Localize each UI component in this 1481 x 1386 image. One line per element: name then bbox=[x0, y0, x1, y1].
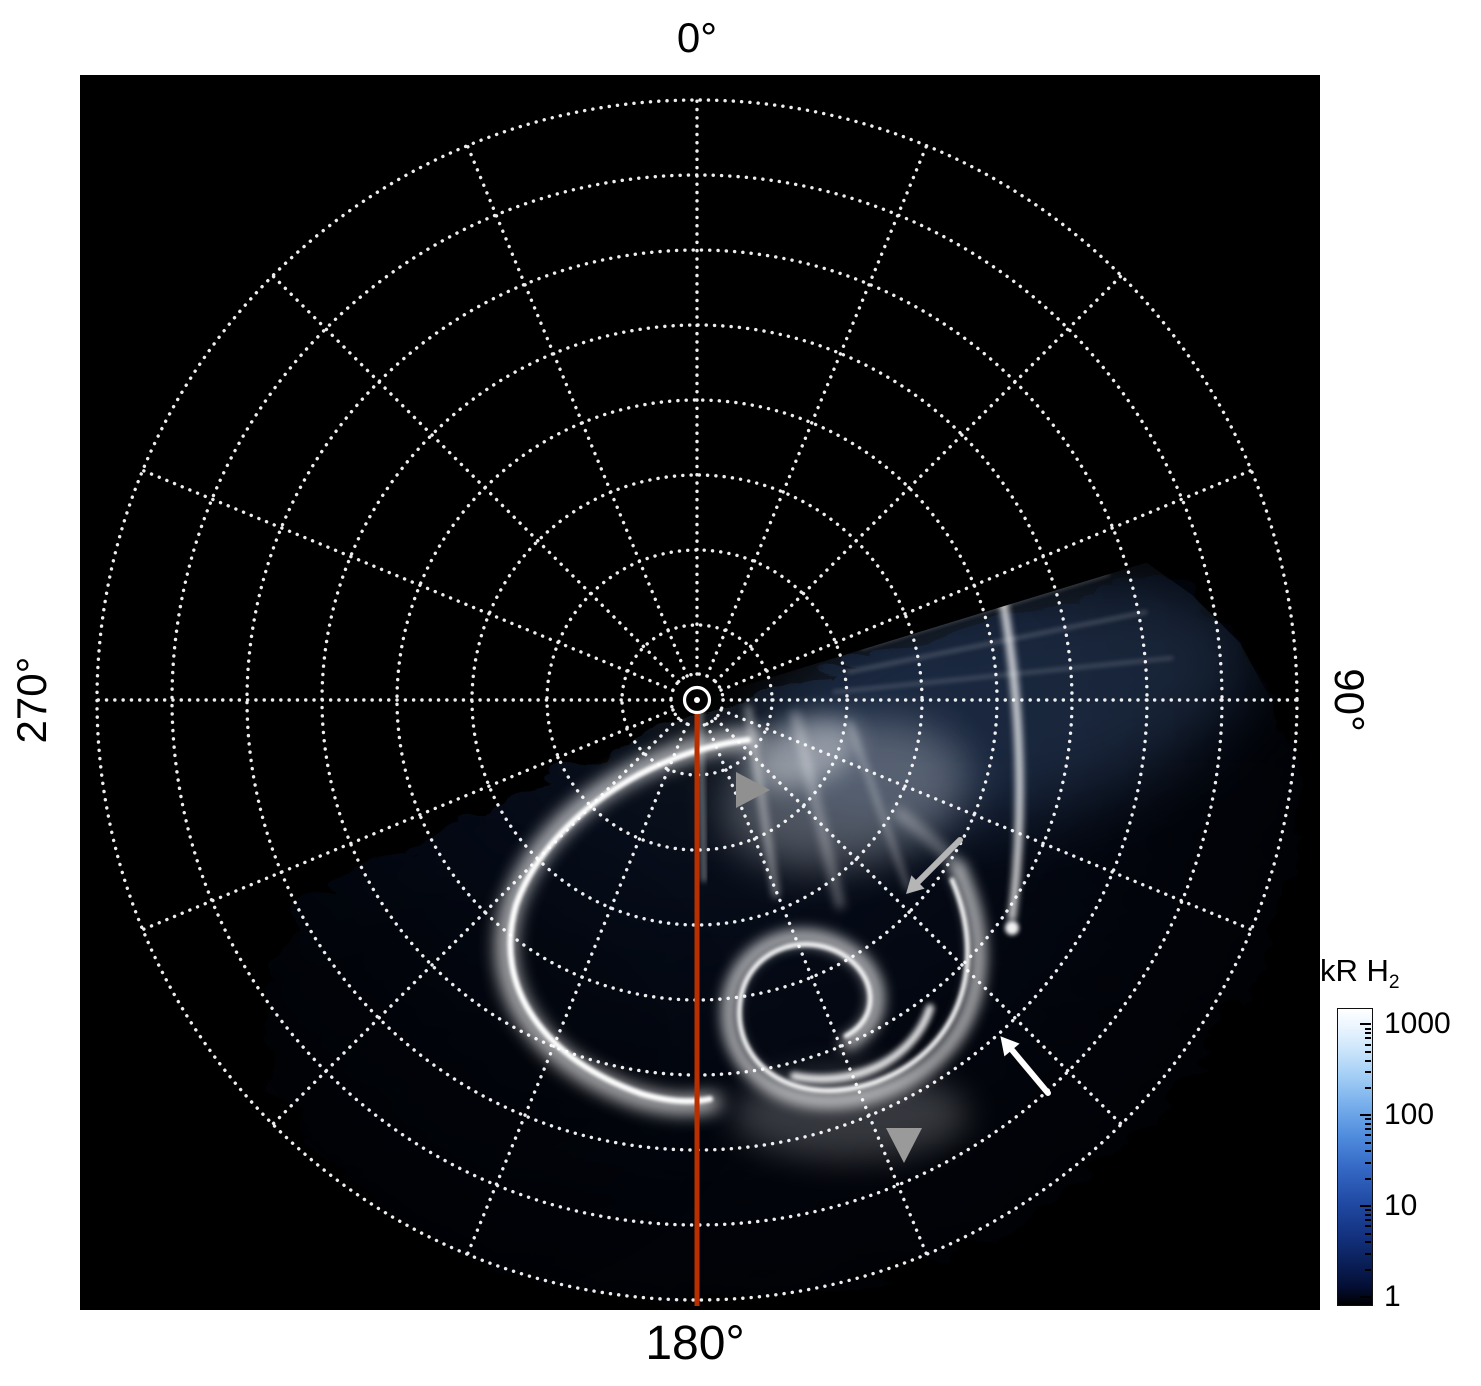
streak-4 bbox=[847, 721, 911, 891]
colorbar-minor-tick bbox=[1365, 1213, 1371, 1216]
angle-label-180: 180° bbox=[645, 1317, 745, 1370]
colorbar-tick-label: 1 bbox=[1384, 1280, 1401, 1314]
angle-label-270: 270° bbox=[8, 656, 55, 744]
colorbar-minor-tick bbox=[1365, 1037, 1371, 1040]
colorbar-minor-tick bbox=[1365, 1050, 1371, 1053]
colorbar-minor-tick bbox=[1365, 1141, 1371, 1144]
gray-arrow-downleft-shaft bbox=[915, 837, 963, 885]
colorbar-major-tick bbox=[1360, 1296, 1371, 1299]
colorbar-minor-tick bbox=[1365, 1268, 1371, 1271]
gray-arrow-downleft-head bbox=[906, 875, 925, 894]
white-arrow-upleft-head bbox=[1000, 1036, 1020, 1057]
streak-7 bbox=[832, 656, 1174, 694]
colorbar-minor-tick bbox=[1365, 1118, 1371, 1121]
spiral-core bbox=[736, 877, 971, 1093]
main-arc-glow bbox=[497, 730, 760, 1114]
colorbar-minor-tick bbox=[1365, 1219, 1371, 1222]
colorbar-minor-tick bbox=[1365, 1123, 1371, 1126]
colorbar-minor-tick bbox=[1365, 1209, 1371, 1212]
colorbar-major-tick bbox=[1360, 1205, 1371, 1208]
spiral-inner-bright bbox=[790, 1004, 934, 1083]
colorbar-title: kR H2 bbox=[1320, 953, 1400, 994]
colorbar-minor-tick bbox=[1365, 1134, 1371, 1137]
streak-6 bbox=[846, 610, 1148, 674]
colorbar-minor-tick bbox=[1365, 1150, 1371, 1153]
colorbar-title-sub: 2 bbox=[1388, 972, 1400, 994]
colorbar-minor-tick bbox=[1365, 1241, 1371, 1244]
colorbar-tick-label: 1000 bbox=[1384, 1007, 1451, 1041]
colorbar-minor-tick bbox=[1365, 1043, 1371, 1046]
colorbar-minor-tick bbox=[1365, 1070, 1371, 1073]
colorbar-tick-label: 10 bbox=[1384, 1189, 1418, 1223]
main-arc-core bbox=[507, 737, 751, 1105]
colorbar-major-tick bbox=[1360, 1114, 1371, 1117]
gray-arrowhead-right bbox=[736, 772, 770, 808]
colorbar-minor-tick bbox=[1365, 1086, 1371, 1089]
streak-3 bbox=[791, 710, 844, 909]
colorbar-minor-tick bbox=[1365, 1027, 1371, 1030]
white-arrow-upleft-shaft bbox=[1009, 1047, 1051, 1096]
gray-arrowhead-down bbox=[886, 1128, 922, 1163]
colorbar-minor-tick bbox=[1365, 1128, 1371, 1131]
colorbar-major-tick bbox=[1360, 1023, 1371, 1026]
filament-tip bbox=[1005, 921, 1019, 935]
colorbar-minor-tick bbox=[1365, 1252, 1371, 1255]
colorbar-minor-tick bbox=[1365, 1225, 1371, 1228]
angle-label-90: 90° bbox=[1326, 668, 1373, 732]
colorbar-minor-tick bbox=[1365, 1232, 1371, 1235]
spiral-outer-glow bbox=[722, 861, 986, 1108]
connector-faint bbox=[894, 808, 962, 872]
pole-marker-dot bbox=[694, 697, 700, 703]
plot-area bbox=[95, 98, 1299, 1306]
colorbar-tick-label: 100 bbox=[1384, 1098, 1435, 1132]
colorbar-minor-tick bbox=[1365, 1059, 1371, 1062]
angle-label-0: 0° bbox=[676, 14, 718, 61]
colorbar-minor-tick bbox=[1365, 1177, 1371, 1180]
colorbar-minor-tick bbox=[1365, 1032, 1371, 1035]
colorbar-gradient bbox=[1337, 1008, 1373, 1306]
streak-1 bbox=[698, 704, 706, 882]
colorbar-minor-tick bbox=[1365, 1161, 1371, 1164]
colorbar-title-main: kR H bbox=[1320, 953, 1389, 988]
polar-filament bbox=[996, 580, 1024, 922]
